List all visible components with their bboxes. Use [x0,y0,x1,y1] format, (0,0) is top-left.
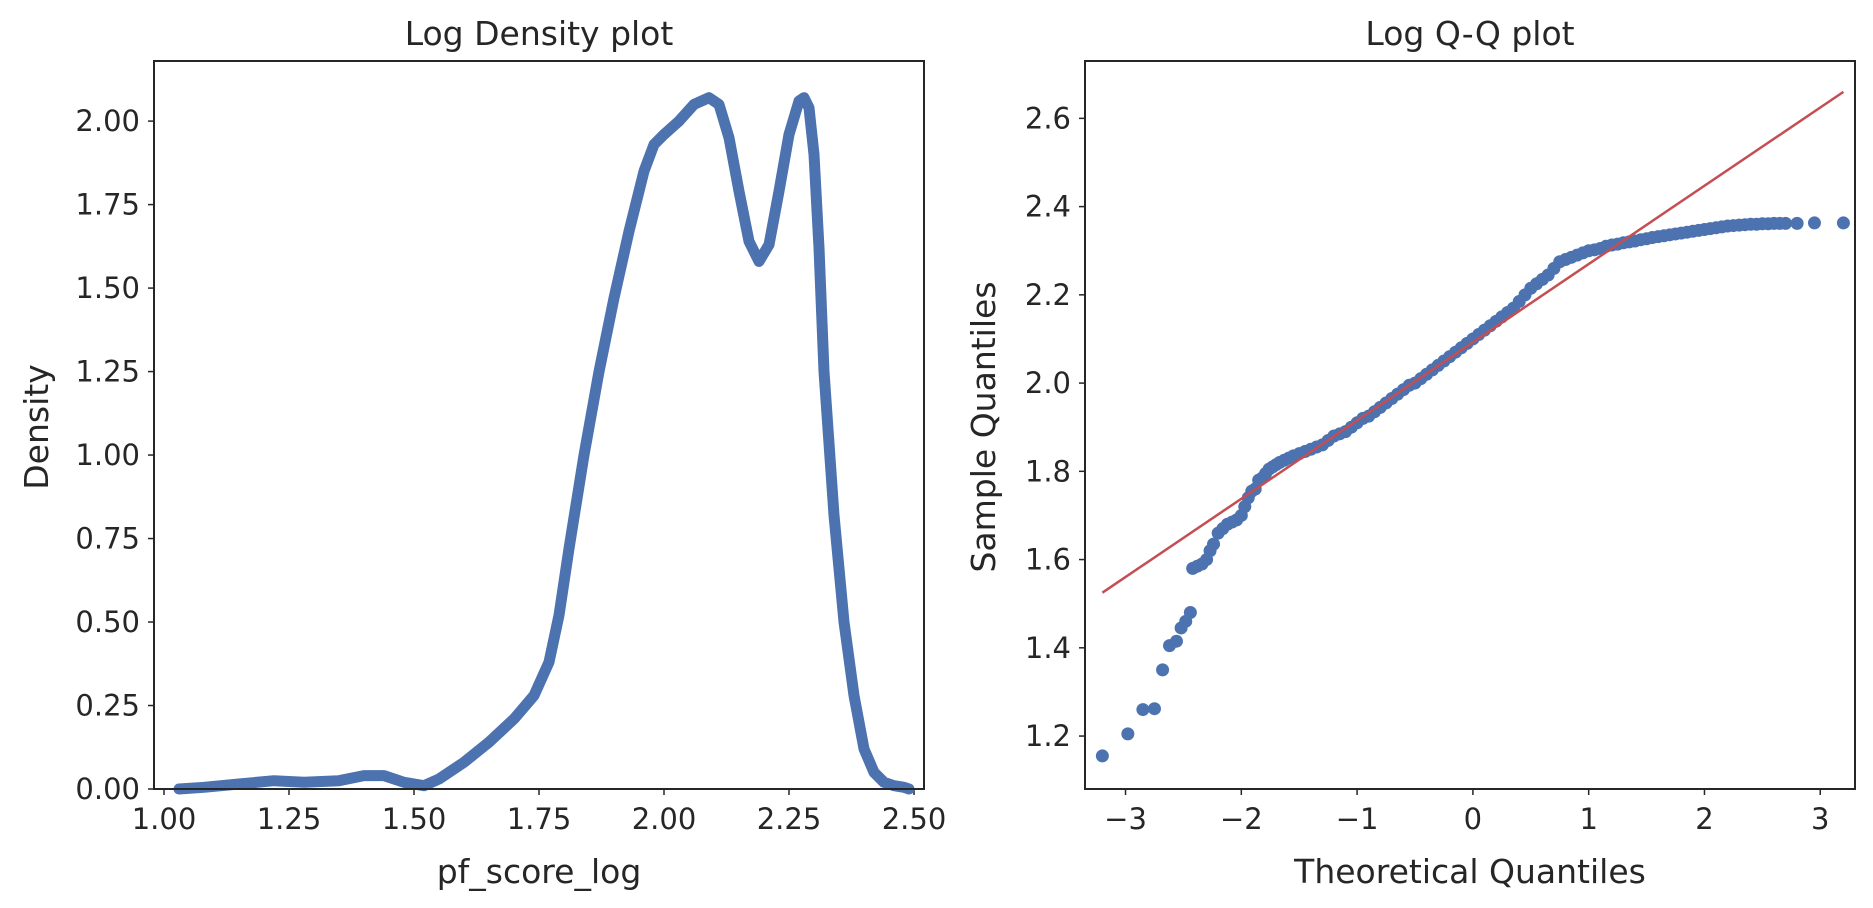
qq-sample-point [1121,727,1135,741]
qq-sample-point [1836,216,1850,230]
density-x-tick-label: 2.25 [757,802,822,836]
density-y-tick-label: 1.50 [75,271,140,305]
density-y-tick-label: 0.50 [75,605,140,639]
density-curve [173,92,915,795]
density-y-tick-label: 0.25 [75,689,140,723]
qq-y-tick-label: 1.6 [1025,543,1071,577]
qq-sample-point [1136,703,1150,717]
density-y-tick-label: 0.00 [75,772,140,806]
qq-y-tick-label: 2.4 [1025,190,1071,224]
density-y-tick-label: 1.00 [75,438,140,472]
qq-x-axis-label: Theoretical Quantiles [1293,852,1646,891]
density-x-tick-label: 2.00 [632,802,697,836]
qq-sample-point [1156,663,1170,677]
qq-y-tick-label: 2.0 [1025,366,1071,400]
qq-plot-title: Log Q-Q plot [1365,14,1574,53]
density-x-tick-label: 1.50 [382,802,447,836]
qq-x-tick-label: 1 [1579,802,1597,836]
density-x-axis-label: pf_score_log [437,852,642,891]
density-y-axis-label: Density [17,364,56,489]
qq-y-tick-label: 1.2 [1025,719,1071,753]
qq-reference-line [1101,90,1845,594]
qq-x-tick-label: 2 [1695,802,1713,836]
density-plot-area: 1.00 1.25 1.50 1.75 2.00 2.25 2.50 0.00 0.25 0.50… [75,92,947,836]
density-y-tick-label: 0.75 [75,522,140,556]
qq-x-tick-label: −1 [1336,802,1379,836]
qq-x-tick-label: −3 [1104,802,1147,836]
density-x-tick-label: 1.00 [132,802,197,836]
qq-sample-point [1169,634,1183,648]
qq-y-tick-label: 2.2 [1025,278,1071,312]
qq-sample-point [1183,606,1197,620]
density-y-tick-label: 2.00 [75,104,140,138]
qq-sample-point [1095,749,1109,763]
density-plot-frame [153,60,925,790]
density-y-tick-label: 1.75 [75,188,140,222]
qq-y-tick-label: 2.6 [1025,101,1071,135]
qq-x-tick-label: 0 [1464,802,1482,836]
density-plot-panel: Log Density plot 1.00 1.25 1.50 1.75 2.00 2.2… [17,14,946,891]
qq-y-axis-label: Sample Quantiles [964,281,1003,572]
density-y-tick-label: 1.25 [75,355,140,389]
density-x-tick-label: 1.25 [257,802,322,836]
qq-sample-point [1807,216,1821,230]
qq-sample-point [1147,702,1161,716]
qq-y-tick-label: 1.8 [1025,454,1071,488]
qq-plot-area: −3 −2 −1 0 1 2 3 1.2 1.4 1.6 1.8 2.0 2.2 2.4 2.6 [1025,90,1850,836]
qq-sample-point [1779,216,1793,230]
density-plot-title: Log Density plot [405,14,674,53]
qq-x-tick-label: 3 [1811,802,1829,836]
qq-x-tick-label: −2 [1220,802,1263,836]
qq-plot-panel: Log Q-Q plot −3 −2 −1 0 1 2 3 1.2 1.4 1.6 1.8 2.0 2.… [964,14,1856,891]
density-x-tick-label: 1.75 [507,802,572,836]
qq-y-tick-label: 1.4 [1025,631,1071,665]
density-x-tick-label: 2.50 [882,802,947,836]
qq-sample-point [1207,537,1221,551]
qq-plot-frame [1084,60,1856,790]
qq-sample-point [1790,216,1804,230]
